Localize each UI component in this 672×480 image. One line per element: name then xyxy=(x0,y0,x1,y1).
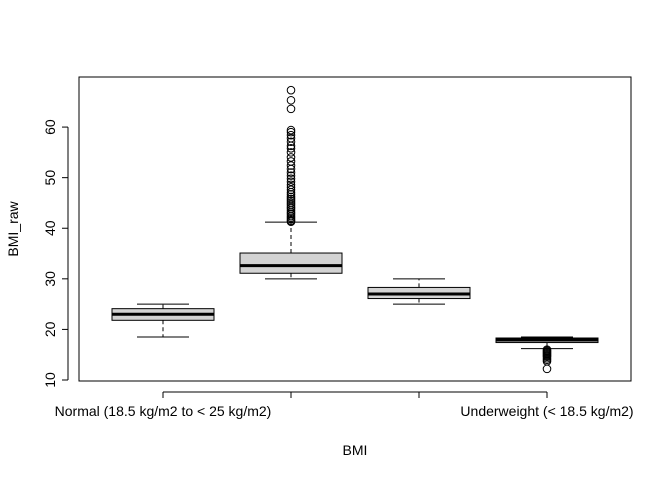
outlier-point xyxy=(286,157,296,166)
outlier-point xyxy=(286,180,296,190)
outlier-point xyxy=(286,130,296,140)
x-axis-label: BMI xyxy=(343,442,368,458)
outlier-point xyxy=(286,125,296,135)
x-tick-label: Normal (18.5 kg/m2 to < 25 kg/m2) xyxy=(55,403,272,419)
y-tick-label: 60 xyxy=(42,119,58,135)
outlier-point xyxy=(286,198,296,208)
outlier-point xyxy=(286,194,296,204)
y-tick-label: 20 xyxy=(42,321,58,337)
outlier-point xyxy=(286,182,296,192)
outlier-point xyxy=(286,171,296,180)
outlier-point xyxy=(286,168,296,177)
y-tick-label: 30 xyxy=(42,271,58,287)
y-tick-label: 10 xyxy=(42,372,58,388)
boxes-group xyxy=(111,85,599,374)
box-3 xyxy=(367,278,471,305)
outlier-point xyxy=(286,85,296,95)
outlier-point xyxy=(286,148,296,157)
outlier-point xyxy=(286,144,296,153)
box-iqr xyxy=(239,252,343,274)
outlier-point xyxy=(286,137,296,147)
x-axis: Normal (18.5 kg/m2 to < 25 kg/m2) Underwe… xyxy=(55,391,634,419)
box-4 xyxy=(495,336,599,374)
outlier-point xyxy=(286,177,296,187)
outlier-point xyxy=(286,192,296,202)
plot-frame xyxy=(78,76,632,382)
y-axis: 10 20 30 40 50 60 xyxy=(42,119,69,388)
y-axis-label: BMI_raw xyxy=(5,200,21,256)
box-2 xyxy=(239,85,343,280)
y-tick-label: 50 xyxy=(42,170,58,186)
outlier-point xyxy=(542,364,552,374)
x-tick-label: Underweight (< 18.5 kg/m2) xyxy=(460,403,633,419)
box-1 xyxy=(111,303,215,338)
outlier-point xyxy=(286,190,296,199)
y-tick-label: 40 xyxy=(42,220,58,236)
outlier-point xyxy=(286,153,296,162)
outlier-point xyxy=(286,174,296,183)
outlier-point xyxy=(286,95,296,105)
outlier-point xyxy=(286,104,296,114)
outlier-point xyxy=(286,127,296,137)
outlier-point xyxy=(286,196,296,206)
